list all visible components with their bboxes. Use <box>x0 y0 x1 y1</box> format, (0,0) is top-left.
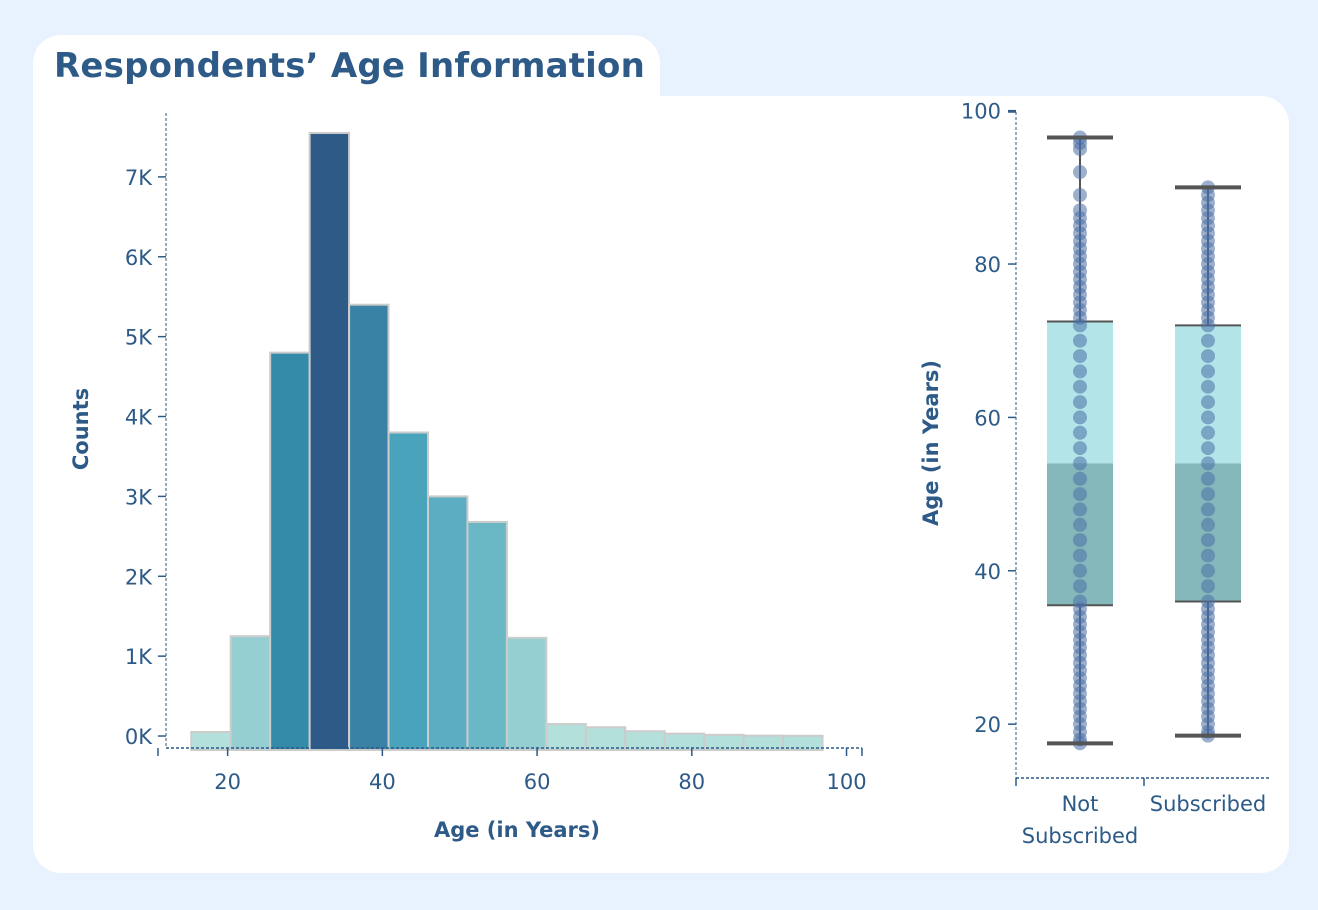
data-point <box>1073 487 1087 502</box>
data-point <box>1073 563 1087 578</box>
y-tick-label: 80 <box>974 253 1001 277</box>
y-tick-label: 5K <box>125 326 153 350</box>
histogram-bar <box>269 351 311 752</box>
histogram-bar <box>387 431 429 752</box>
data-point <box>1201 548 1215 563</box>
histogram: 20 40 60 80 100 0K 1K 2K 3K 4K 5K 6K 7K Age (in Years… <box>69 113 867 842</box>
data-point <box>1073 318 1087 333</box>
y-tick-label: 7K <box>125 166 153 190</box>
data-point <box>1201 410 1215 425</box>
data-point <box>1073 333 1087 348</box>
x-category-label-line: Subscribed <box>1022 824 1139 848</box>
page-title: Respondents’ Age Information <box>54 46 645 86</box>
data-point <box>1073 456 1087 471</box>
data-point <box>1201 533 1215 548</box>
y-tick-label: 2K <box>125 565 153 589</box>
data-point <box>1201 487 1215 502</box>
y-tick-label: 60 <box>974 406 1001 430</box>
data-point <box>1073 548 1087 563</box>
histogram-bar <box>308 131 351 752</box>
histogram-bar <box>466 520 508 752</box>
y-tick-label: 20 <box>974 713 1001 737</box>
x-tick-label: 60 <box>524 770 551 794</box>
data-point <box>1201 563 1215 578</box>
data-point <box>1201 425 1215 440</box>
data-point <box>1201 364 1215 379</box>
y-axis-title: Counts <box>69 388 93 470</box>
x-category-label: Not Subscribed <box>1022 792 1139 848</box>
data-point <box>1073 188 1087 203</box>
histogram-bar <box>229 635 272 752</box>
x-axis-title: Age (in Years) <box>434 818 600 842</box>
y-tick-label: 4K <box>125 406 153 430</box>
box-lower-quartile <box>1175 463 1241 602</box>
y-tick-label: 40 <box>974 560 1001 584</box>
data-point <box>1201 349 1215 364</box>
data-point <box>1201 456 1215 471</box>
data-point <box>1073 410 1087 425</box>
data-point <box>1201 318 1215 333</box>
data-point <box>1073 349 1087 364</box>
histogram-bar <box>348 303 390 752</box>
data-point <box>1073 471 1087 486</box>
data-point <box>1201 471 1215 486</box>
x-tick-label: 80 <box>678 770 705 794</box>
data-point <box>1073 364 1087 379</box>
data-point <box>1201 517 1215 532</box>
data-point <box>1073 579 1087 594</box>
box-plot: 20 40 60 80 100 Not Subscribed Subscribed Age (i… <box>919 100 1270 848</box>
data-point <box>1201 333 1215 348</box>
data-point <box>1201 395 1215 410</box>
histogram-bar <box>505 636 548 752</box>
x-tick-label: 100 <box>826 770 866 794</box>
x-category-label: Subscribed <box>1150 792 1267 816</box>
data-point <box>1201 502 1215 517</box>
data-point <box>1201 379 1215 394</box>
histogram-bar <box>426 495 469 752</box>
histogram-bar <box>584 726 627 752</box>
data-point <box>1073 142 1087 157</box>
data-point <box>1073 441 1087 456</box>
y-axis-title: Age (in Years) <box>919 360 943 526</box>
box-upper-quartile <box>1175 325 1241 464</box>
data-point <box>1073 425 1087 440</box>
y-tick-label: 6K <box>125 246 153 270</box>
data-point <box>1073 165 1087 180</box>
histogram-bar <box>782 734 824 752</box>
data-point <box>1073 517 1087 532</box>
histogram-bar <box>545 723 587 752</box>
data-point <box>1073 379 1087 394</box>
y-tick-label: 1K <box>125 645 153 669</box>
data-point <box>1201 579 1215 594</box>
data-point <box>1073 395 1087 410</box>
data-point <box>1201 441 1215 456</box>
y-tick-label: 3K <box>125 485 153 509</box>
x-category-label-line: Subscribed <box>1150 792 1267 816</box>
histogram-bar <box>624 730 666 752</box>
x-tick-label: 20 <box>214 770 241 794</box>
y-tick-label: 0K <box>125 725 153 749</box>
y-tick-label: 100 <box>961 100 1001 124</box>
data-point <box>1073 502 1087 517</box>
x-category-label-line: Not <box>1062 792 1099 816</box>
x-tick-label: 40 <box>369 770 396 794</box>
data-point <box>1073 533 1087 548</box>
